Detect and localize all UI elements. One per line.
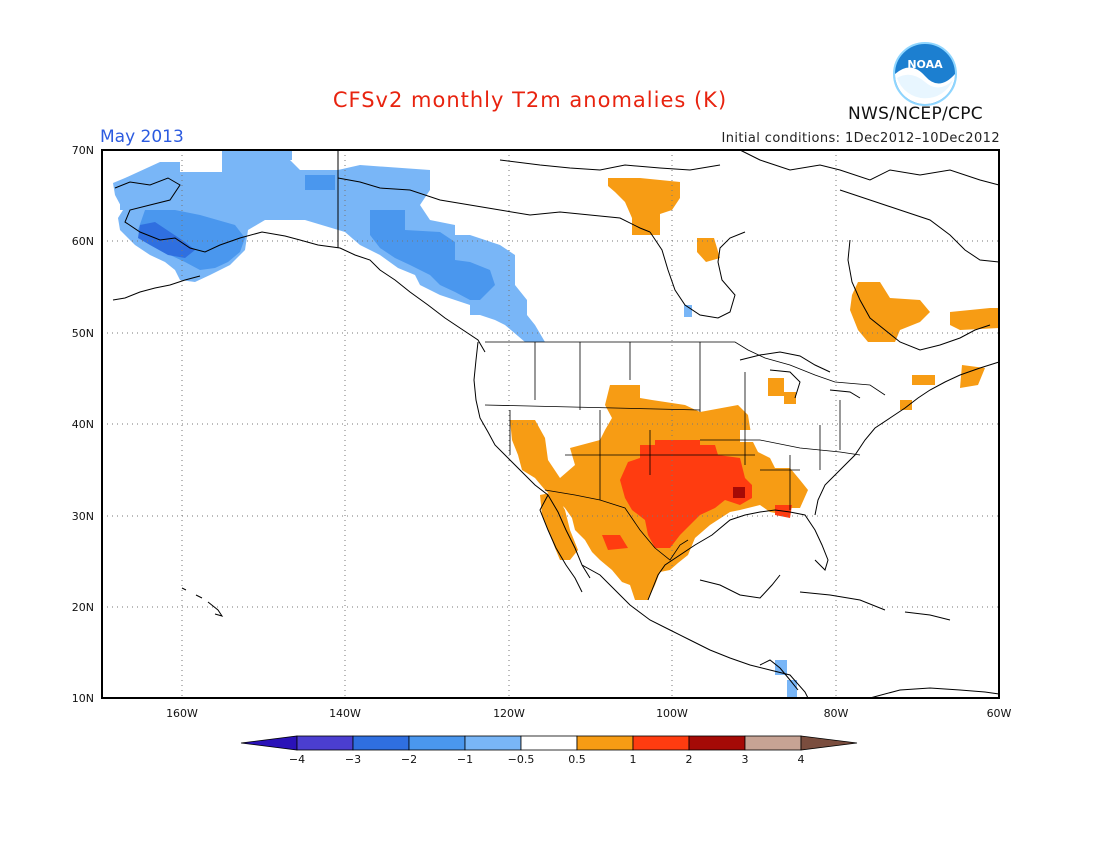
noaa-logo-text: NOAA <box>907 58 943 71</box>
positive-anomaly-hudson <box>697 238 720 262</box>
positive-anomaly-peak <box>733 487 745 498</box>
lat-label: 30N <box>72 510 94 523</box>
initial-conditions: Initial conditions: 1Dec2012–10Dec2012 <box>721 131 1000 146</box>
map-border <box>101 149 1000 699</box>
borders <box>484 341 886 561</box>
forecast-period: May 2013 <box>100 127 184 147</box>
negative-anomaly-region-medium <box>138 175 495 300</box>
coastlines <box>112 149 1000 699</box>
negative-anomaly-region-dark <box>138 222 195 258</box>
map-frame <box>102 149 1000 699</box>
lat-label: 50N <box>72 327 94 340</box>
lon-label: 100W <box>656 707 688 720</box>
lon-label: 160W <box>166 707 198 720</box>
lat-label: 70N <box>72 144 94 157</box>
longitude-labels: 160W 140W 120W 100W 80W 60W <box>166 707 1011 720</box>
lon-label: 120W <box>493 707 525 720</box>
lon-label: 60W <box>987 707 1012 720</box>
positive-anomaly-new-england <box>900 365 985 410</box>
noaa-logo: NOAA <box>893 42 957 106</box>
chart-title: CFSv2 monthly T2m anomalies (K) <box>332 88 728 112</box>
anomaly-shading <box>113 150 999 698</box>
positive-anomaly-canada-north <box>608 178 680 235</box>
positive-anomaly-newfoundland <box>950 308 999 330</box>
lat-label: 20N <box>72 601 94 614</box>
positive-anomaly-quebec <box>850 282 930 342</box>
lat-label: 10N <box>72 692 94 705</box>
positive-anomaly-southern-plains <box>602 440 792 550</box>
latitude-labels: 70N 60N 50N 40N 30N 20N 10N <box>72 144 94 705</box>
lon-label: 80W <box>824 707 849 720</box>
negative-anomaly-region-light <box>113 150 545 342</box>
agency-label: NWS/NCEP/CPC <box>848 104 983 124</box>
lat-label: 60N <box>72 235 94 248</box>
lat-label: 40N <box>72 418 94 431</box>
lon-label: 140W <box>329 707 361 720</box>
